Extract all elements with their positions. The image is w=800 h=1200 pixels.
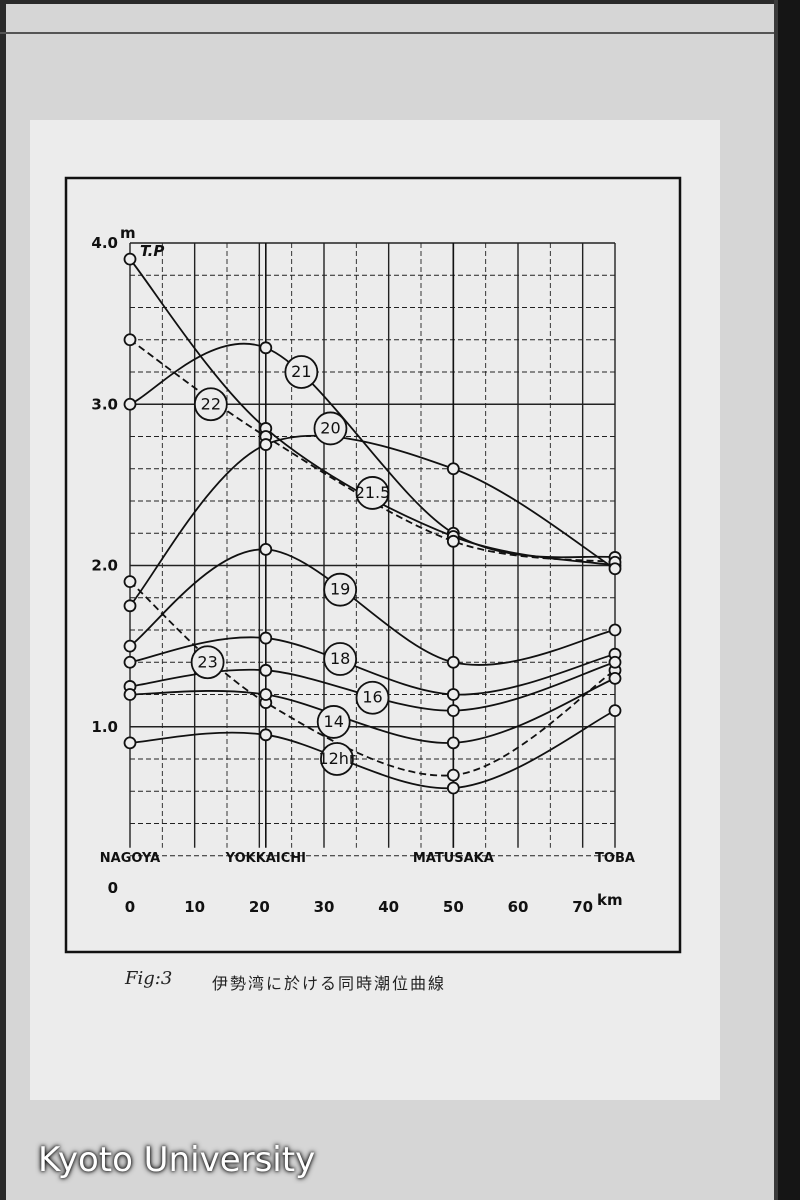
- series-label-circle: [284, 355, 319, 389]
- series-label-18: 18: [330, 649, 350, 668]
- series-group: [123, 252, 622, 795]
- data-point: [259, 438, 273, 451]
- series-label-circle: [190, 645, 225, 680]
- data-point: [608, 704, 622, 718]
- data-point: [123, 655, 137, 669]
- series-label-circle: [320, 742, 354, 776]
- location-label: TOBA: [595, 851, 635, 866]
- series-line-22: [129, 339, 616, 564]
- series-label-20: 20: [320, 418, 340, 437]
- data-point: [446, 704, 460, 718]
- photo-right-edge: [778, 0, 800, 1200]
- series-label-group: 21 21.5 22 20 19 23 18 16 14 12hr: [190, 355, 391, 776]
- data-point: [446, 736, 460, 750]
- series-label-14: 14: [324, 712, 344, 731]
- y-tick-label: 3.0: [91, 395, 118, 413]
- series-label-21.5: 21.5: [355, 483, 391, 502]
- series-label-23: 23: [197, 652, 217, 671]
- data-point: [608, 671, 622, 685]
- data-point: [608, 655, 622, 669]
- data-point: [446, 688, 460, 701]
- axis-labels: 0 10 20 30 40 50 60 70 km 0 1.0 2.0 3.0 4.0mT.P NAGOYA…: [91, 224, 635, 916]
- series-label-21: 21: [291, 362, 311, 381]
- data-point: [123, 575, 137, 589]
- y-tick-label: 4.0: [91, 234, 118, 252]
- watermark-text: Kyoto University: [38, 1140, 316, 1180]
- data-point: [259, 631, 273, 645]
- grid: [129, 242, 616, 857]
- data-point: [123, 333, 137, 347]
- series-line-21.5: [129, 258, 616, 567]
- series-label-12hr: 12hr: [318, 749, 356, 768]
- series-label-circle: [355, 476, 390, 510]
- data-point: [446, 768, 460, 782]
- series-label-circle: [323, 572, 358, 607]
- series-label-22: 22: [201, 394, 221, 413]
- series-label-circle: [193, 387, 228, 422]
- series-line-12hr: [129, 709, 616, 790]
- x-tick-label: 30: [314, 898, 335, 916]
- figure-caption-number: Fig:3: [125, 968, 173, 989]
- data-point: [123, 252, 137, 266]
- location-label: MATUSAKA: [413, 851, 494, 866]
- figure-caption-title: 伊勢湾に於ける同時潮位曲線: [212, 974, 447, 993]
- series-label-circle: [313, 411, 348, 446]
- data-point: [608, 562, 622, 576]
- data-point: [259, 341, 273, 355]
- y-reference-label: T.P: [140, 242, 164, 260]
- data-point: [259, 688, 273, 701]
- y-tick-label: 1.0: [91, 718, 118, 736]
- photo-left-edge: [0, 0, 6, 1200]
- series-label-19: 19: [330, 580, 350, 599]
- y-tick-label: 0: [108, 879, 118, 897]
- data-point: [259, 542, 273, 556]
- series-label-circle: [323, 642, 358, 676]
- series-label-circle: [355, 680, 390, 715]
- photo-top-line: [0, 32, 780, 34]
- x-unit-label: km: [597, 891, 623, 909]
- data-point: [123, 397, 137, 411]
- location-label: YOKKAICHI: [225, 851, 306, 866]
- photo-right-inner-edge: [774, 0, 778, 1200]
- series-line-20: [129, 434, 616, 607]
- data-point: [259, 663, 273, 677]
- x-tick-label: 0: [125, 898, 135, 916]
- x-tick-label: 10: [184, 898, 205, 916]
- data-point: [446, 655, 460, 669]
- data-point: [608, 623, 622, 637]
- data-point: [446, 781, 460, 795]
- x-tick-label: 70: [572, 898, 593, 916]
- x-tick-label: 60: [508, 898, 529, 916]
- data-point: [446, 534, 460, 548]
- data-point: [259, 728, 273, 742]
- series-line-21: [129, 342, 616, 559]
- series-label-16: 16: [362, 688, 382, 707]
- y-unit-label: m: [120, 224, 136, 242]
- series-line-19: [129, 548, 616, 666]
- paper-sheet: [30, 120, 720, 1100]
- x-tick-label: 50: [443, 898, 464, 916]
- series-line-14: [129, 677, 616, 744]
- data-point: [123, 688, 137, 701]
- series-label-circle: [316, 705, 351, 739]
- y-tick-label: 2.0: [91, 557, 118, 575]
- data-point: [446, 462, 460, 476]
- data-point: [123, 736, 137, 750]
- x-tick-label: 20: [249, 898, 270, 916]
- chart-frame: [64, 176, 682, 954]
- data-point: [123, 599, 137, 613]
- data-point: [123, 639, 137, 653]
- photo-top-edge: [0, 0, 800, 4]
- x-tick-label: 40: [378, 898, 399, 916]
- series-line-18: [129, 636, 616, 696]
- location-label: NAGOYA: [100, 851, 160, 866]
